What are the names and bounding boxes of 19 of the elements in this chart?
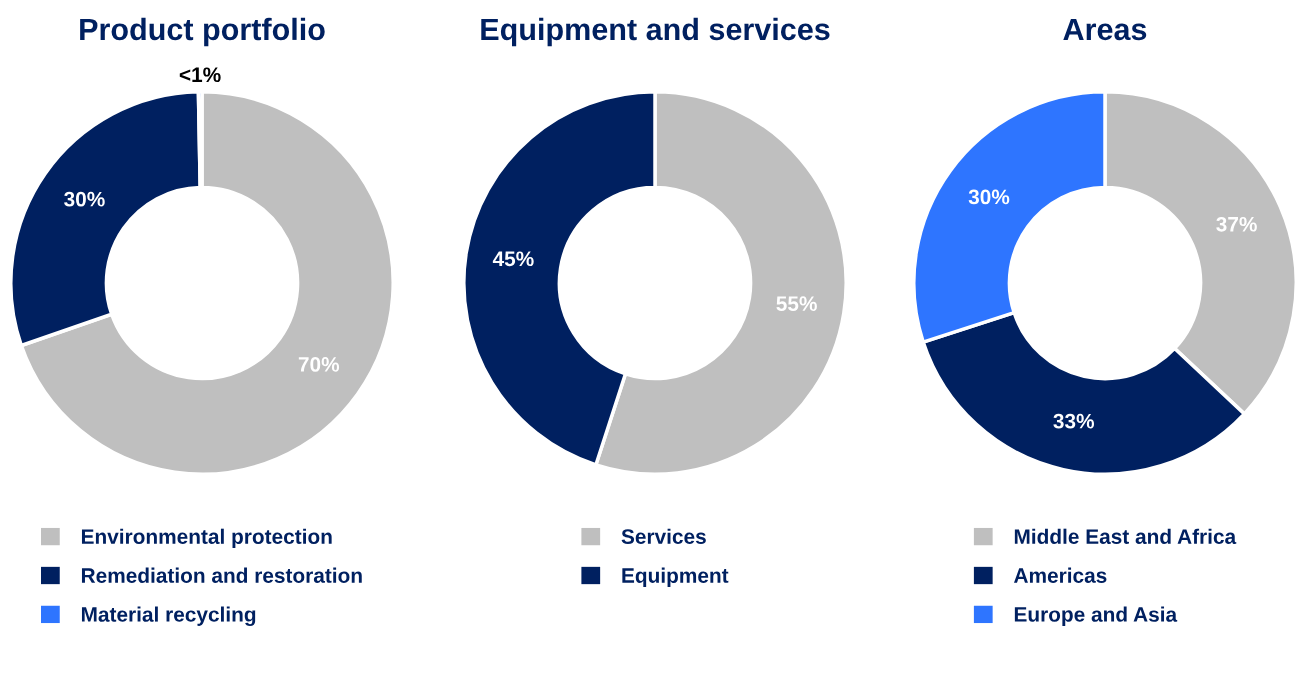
data-label: 37%	[1216, 216, 1257, 232]
legend-label: Material recycling	[81, 606, 256, 627]
legend-label: Remediation and restoration	[81, 567, 362, 583]
legend-label: Americas	[1013, 567, 1107, 583]
data-label: 33%	[1053, 413, 1095, 429]
chart-title: Areas	[1063, 18, 1147, 41]
chart-title: Product portfolio	[80, 17, 325, 47]
data-label: 30%	[968, 189, 1010, 205]
data-label: 55%	[776, 296, 817, 312]
data-label: 45%	[492, 251, 534, 267]
legend-label: Environmental protection	[81, 528, 332, 549]
data-label: <1%	[179, 67, 221, 83]
legend-label: Europe and Asia	[1014, 606, 1178, 626]
data-label: 30%	[64, 191, 105, 207]
legend-label: Services	[621, 528, 706, 544]
data-label: 70%	[298, 357, 340, 372]
legend-label: Middle East and Africa	[1014, 528, 1237, 544]
chart-title: Equipment and services	[481, 17, 830, 47]
legend-label: Equipment	[622, 567, 729, 588]
